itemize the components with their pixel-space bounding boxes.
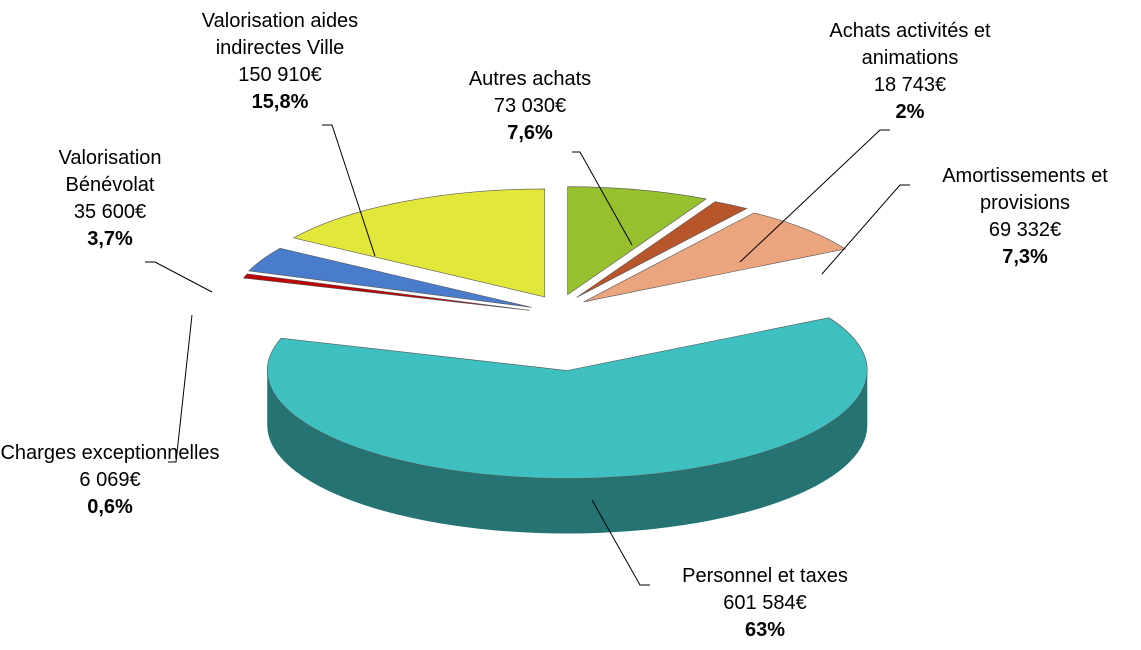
- category-label: Autres achats: [468, 68, 592, 90]
- leader-line: [591, 499, 650, 586]
- category-label: Charges exceptionnelles: [0, 442, 220, 464]
- leader-line: [145, 261, 213, 293]
- slice-side: [267, 370, 868, 534]
- percent-label: 7,3%: [1002, 246, 1048, 268]
- data-label: Achats activités et animations 18 743€ 2%: [780, 18, 1040, 126]
- data-label: Autres achats 73 030€ 7,6%: [430, 66, 630, 147]
- percent-label: 3,7%: [87, 228, 133, 250]
- value-label: 69 332€: [988, 219, 1062, 241]
- data-label: Charges exceptionnelles 6 069€ 0,6%: [0, 440, 220, 521]
- category-label: Valorisation aides indirectes Ville: [201, 10, 359, 59]
- percent-label: 2%: [895, 101, 925, 123]
- slice: [576, 201, 748, 298]
- value-label: 6 069€: [79, 469, 141, 491]
- slice: [242, 273, 530, 311]
- value-label: 601 584€: [723, 592, 807, 614]
- leader-line: [322, 124, 376, 257]
- category-label: Achats activités et animations: [829, 20, 991, 69]
- data-label: Valorisation Bénévolat 35 600€ 3,7%: [20, 145, 200, 253]
- slice: [267, 317, 868, 479]
- percent-label: 63%: [744, 619, 786, 641]
- slice: [292, 188, 546, 298]
- data-label: Amortissements et provisions 69 332€ 7,3%: [905, 163, 1141, 271]
- data-label: Valorisation aides indirectes Ville 150 9…: [160, 8, 400, 116]
- value-label: 150 910€: [238, 64, 322, 86]
- percent-label: 15,8%: [251, 91, 309, 113]
- leader-line: [739, 129, 890, 263]
- category-label: Valorisation Bénévolat: [58, 147, 162, 196]
- leader-line: [572, 151, 633, 246]
- leader-line: [821, 184, 910, 275]
- slice: [567, 186, 708, 296]
- category-label: Personnel et taxes: [682, 565, 848, 587]
- slice: [248, 247, 532, 308]
- slice: [583, 212, 847, 303]
- category-label: Amortissements et provisions: [942, 165, 1108, 214]
- data-label: Personnel et taxes 601 584€ 63%: [635, 563, 895, 644]
- value-label: 18 743€: [873, 74, 947, 96]
- percent-label: 0,6%: [87, 496, 133, 518]
- value-label: 73 030€: [493, 95, 567, 117]
- slice-side-shade: [267, 370, 868, 534]
- leader-line: [168, 314, 193, 463]
- value-label: 35 600€: [73, 201, 147, 223]
- percent-label: 7,6%: [507, 122, 553, 144]
